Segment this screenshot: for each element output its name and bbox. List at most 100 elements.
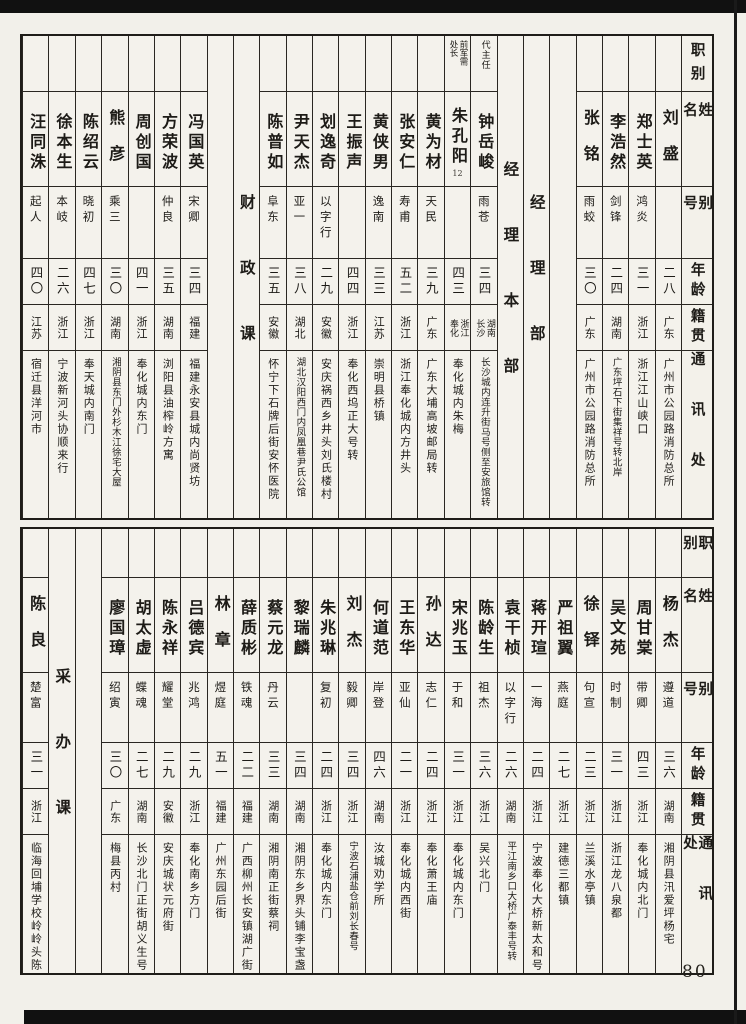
address-text: 宁波奉化大桥新太和号 (530, 842, 544, 972)
age-text: 三〇 (107, 266, 123, 297)
origin-cell: 浙江 (339, 304, 365, 350)
alias-cell: 亚仙 (392, 672, 418, 742)
age-cell: 三四 (339, 742, 365, 788)
origin-cell: 浙江 (23, 788, 49, 834)
address-text: 宿迁县洋河市 (29, 358, 43, 436)
address-text: 浙江江山峡口 (635, 358, 649, 436)
origin-cell: 广东 (576, 304, 602, 350)
person-name: 徐本生 (53, 112, 73, 173)
alias-cell: 遵道 (655, 672, 682, 742)
alias-text: 阜东 (266, 195, 281, 226)
alias-cell: 寿甫 (392, 186, 418, 258)
header-label: 职别 (688, 42, 706, 89)
origin-text: 浙江 (345, 315, 359, 340)
name-cell: 周甘棠 (629, 577, 655, 672)
origin-text: 安徽 (319, 315, 333, 340)
address-cell: 奉化城内朱梅 (444, 350, 471, 518)
alias-text: 亚仙 (397, 681, 412, 712)
name-cell: 陈良 (23, 577, 49, 672)
address-cell: 奉化城内西街 (392, 834, 418, 973)
age-text: 三一 (634, 266, 650, 297)
title-cell (260, 36, 285, 91)
origin-text: 浙江 (55, 315, 69, 340)
alias-cell: 时制 (603, 672, 629, 742)
person-column: 宋兆玉 于和 三一 浙江 奉化城内东门 (443, 529, 471, 973)
title-cell (524, 529, 549, 577)
origin-text: 广东 (424, 315, 438, 340)
alias-cell: 雨蛟 (576, 186, 602, 258)
alias-cell: 起人 (23, 186, 49, 258)
origin-cell: 湖南 长沙 (471, 304, 497, 350)
person-name: 袁干桢 (501, 598, 521, 659)
address-cell: 崇明县桥镇 (365, 350, 392, 518)
person-column: 薛质彬 铁魂 二二 福建 广西柳州长安镇湖广街 (232, 529, 260, 973)
person-column: 汪同洙 起人 四〇 江苏 宿迁县洋河市 (22, 36, 49, 518)
address-cell: 长沙城内连升街马号侧至安旅馆转 (471, 350, 497, 518)
origin-cell: 广东 (418, 304, 444, 350)
person-name: 徐铎 (580, 595, 600, 667)
alias-cell: 丹云 (260, 672, 286, 742)
person-name: 黄侠男 (369, 112, 389, 173)
alias-cell: 以字行 (497, 672, 523, 742)
age-text: 三〇 (581, 266, 597, 297)
name-cell: 黄侠男 (365, 91, 392, 186)
age-text: 二二 (239, 750, 255, 781)
age-cell: 二八 (655, 258, 682, 304)
name-cell: 吕德宾 (181, 577, 207, 672)
title-text: 代主任 (479, 40, 490, 70)
alias-text: 雨苍 (476, 195, 491, 226)
title-cell (339, 36, 364, 91)
age-text: 三〇 (107, 750, 123, 781)
address-text: 浏阳县油榨岭方寓 (161, 358, 175, 462)
age-cell: 二六 (49, 258, 75, 304)
origin-cell: 浙江 (603, 788, 629, 834)
person-column: 廖国璋 绍寅 三〇 广东 梅县丙村 (101, 529, 128, 973)
header-label: 年龄 (688, 262, 706, 301)
age-text: 二四 (529, 750, 545, 781)
name-cell: 何道范 (365, 577, 392, 672)
title-cell (181, 36, 206, 91)
address-cell: 临海回埔学校岭岭头陈 (23, 834, 49, 973)
alias-text: 时制 (608, 681, 623, 712)
alias-text: 句宣 (582, 681, 597, 712)
age-cell: 四〇 (23, 258, 49, 304)
alias-cell: 带卿 (629, 672, 655, 742)
section-column: 财政课 (232, 36, 259, 518)
address-text: 湘阴东乡界头铺李宝盏 (293, 842, 307, 972)
alias-cell: 复初 (313, 672, 339, 742)
address-text: 安庆祸西乡井头刘氏楼村 (319, 358, 333, 501)
blank-column (549, 36, 575, 518)
alias-text: 兆鸿 (186, 681, 201, 712)
person-name: 陈永祥 (158, 598, 178, 659)
header-label: 年龄 (688, 746, 706, 785)
age-text: 三六 (660, 750, 676, 781)
age-cell: 三〇 (576, 258, 602, 304)
header-cell: 姓名 (682, 577, 712, 672)
blank-column (74, 529, 101, 973)
age-text: 二六 (54, 266, 70, 297)
title-cell (418, 36, 443, 91)
name-cell: 蒋开瑄 (523, 577, 550, 672)
header-cell: 籍贯 (682, 788, 712, 834)
address-text: 宁波新河头协顺来行 (55, 358, 69, 475)
origin-text: 浙江 (635, 799, 649, 824)
name-cell: 孙达 (418, 577, 444, 672)
alias-text: 以字行 (318, 195, 333, 242)
age-cell: 二九 (181, 742, 207, 788)
origin-cell: 湖北 (286, 304, 313, 350)
alias-cell: 于和 (444, 672, 471, 742)
alias-text: 铁魂 (239, 681, 254, 712)
origin-cell: 浙江 (471, 788, 497, 834)
address-cell: 湘阴县汛爱坪杨宅 (655, 834, 682, 973)
age-cell: 二九 (154, 742, 181, 788)
person-column: 孙达 志仁 二四 浙江 奉化萧王庙 (417, 529, 444, 973)
age-cell: 三〇 (102, 742, 128, 788)
blank-cell (208, 36, 233, 518)
title-cell (287, 36, 312, 91)
alias-text: 剑锋 (608, 195, 623, 226)
address-text: 吴兴北门 (477, 842, 491, 894)
alias-cell: 煜庭 (207, 672, 233, 742)
alias-cell: 仲良 (154, 186, 181, 258)
address-text: 福建永安县城内尚贤坊 (187, 358, 201, 488)
name-annotation: 12 (452, 169, 463, 178)
